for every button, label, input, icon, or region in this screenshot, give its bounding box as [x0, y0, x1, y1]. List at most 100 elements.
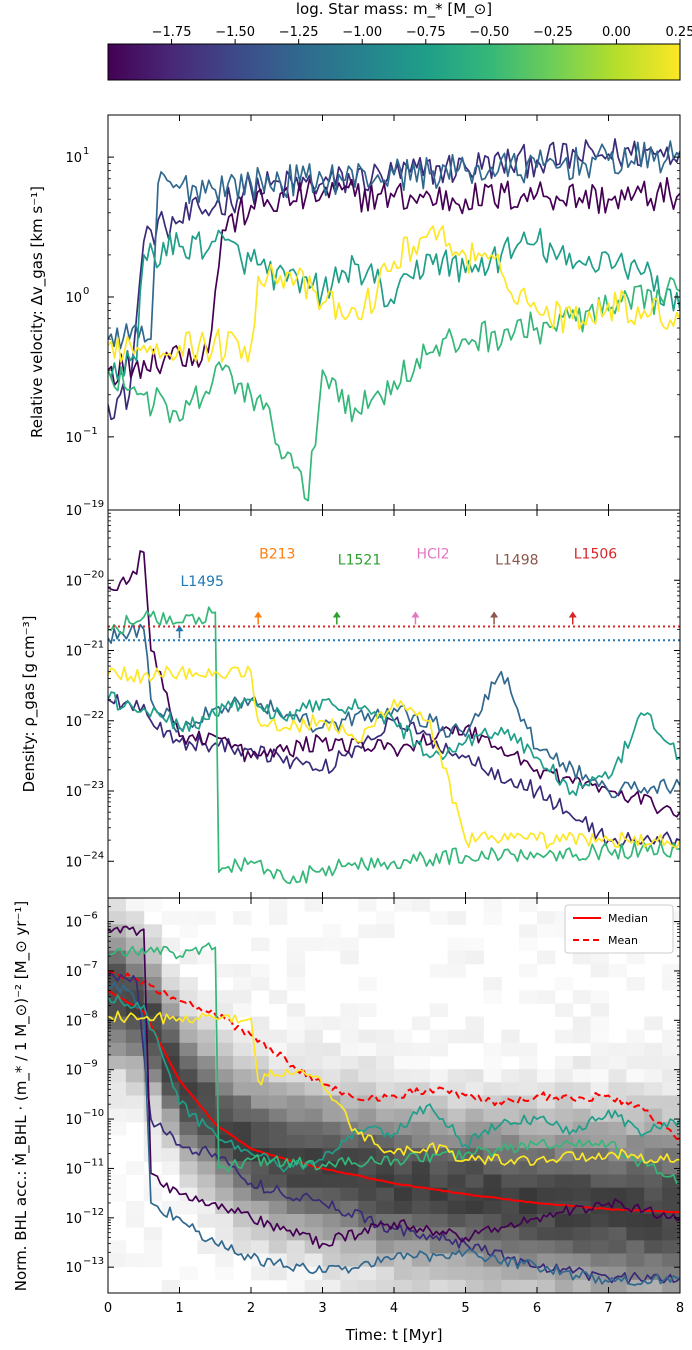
- heatmap-cell: [233, 977, 252, 991]
- heatmap-cell: [286, 1042, 306, 1057]
- heatmap-cell: [644, 1253, 663, 1268]
- y-tick-mantissa: 10: [65, 916, 82, 931]
- y-tick-label: 10: [65, 1212, 82, 1227]
- heatmap-cell: [376, 1253, 395, 1268]
- heatmap-cell: [537, 1240, 556, 1254]
- heatmap-cell: [376, 1042, 395, 1057]
- heatmap-cell: [626, 1095, 645, 1110]
- heatmap-cell: [340, 1069, 359, 1083]
- heatmap-cell: [519, 1082, 538, 1096]
- heatmap-cell: [286, 1227, 306, 1241]
- cloud-arrow-head: [332, 611, 341, 618]
- heatmap-cell: [483, 1279, 502, 1293]
- heatmap-cell: [215, 1174, 234, 1189]
- y-tick-exponent: −11: [83, 1157, 104, 1168]
- heatmap-cell: [429, 1042, 449, 1057]
- heatmap-cell: [358, 1082, 377, 1096]
- heatmap-cell: [537, 911, 556, 925]
- heatmap-cell: [233, 1108, 252, 1123]
- heatmap-cell: [108, 1069, 127, 1083]
- heatmap-cell: [268, 1135, 288, 1149]
- heatmap-cell: [233, 1200, 252, 1215]
- y-tick-exponent: −20: [83, 569, 104, 580]
- heatmap-cell: [108, 1003, 127, 1017]
- heatmap-cell: [108, 1253, 127, 1268]
- heatmap-cell: [537, 1082, 556, 1096]
- heatmap-cell: [411, 1082, 431, 1096]
- heatmap-cell: [411, 1174, 431, 1189]
- heatmap-cell: [465, 1082, 484, 1096]
- heatmap-cell: [161, 1279, 180, 1293]
- heatmap-cell: [590, 1016, 609, 1031]
- y-tick-exponent: −12: [83, 1207, 104, 1218]
- heatmap-cell: [108, 1174, 127, 1189]
- y-tick-mantissa: 10: [65, 645, 82, 660]
- heatmap-cell: [268, 990, 288, 1004]
- heatmap-cell: [411, 1016, 431, 1031]
- heatmap-cell: [572, 1174, 592, 1189]
- heatmap-cell: [572, 1240, 592, 1254]
- heatmap-cell: [215, 1187, 234, 1202]
- heatmap-cell: [447, 1095, 466, 1110]
- heatmap-cell: [376, 1069, 395, 1083]
- heatmap-cell: [125, 1108, 145, 1123]
- heatmap-cell: [143, 963, 163, 978]
- heatmap-cell: [268, 1029, 288, 1044]
- heatmap-cell: [251, 1082, 270, 1096]
- heatmap-cell: [215, 1069, 234, 1083]
- heatmap-cell: [197, 911, 216, 925]
- heatmap-cell: [286, 1056, 306, 1070]
- heatmap-cell: [376, 1121, 395, 1136]
- heatmap-cell: [286, 1003, 306, 1017]
- heatmap-cell: [554, 1161, 574, 1175]
- heatmap-cell: [554, 1003, 574, 1017]
- y-tick-exponent: −23: [83, 780, 104, 791]
- heatmap-cell: [537, 1227, 556, 1241]
- heatmap-cell: [394, 1279, 413, 1293]
- heatmap-cell: [644, 1056, 663, 1070]
- heatmap-cell: [179, 1095, 198, 1110]
- heatmap-cell: [358, 924, 377, 938]
- heatmap-cell: [483, 1069, 502, 1083]
- heatmap-cell: [411, 1056, 431, 1070]
- heatmap-cell: [322, 1135, 341, 1149]
- heatmap-cell: [394, 1187, 413, 1202]
- heatmap-cell: [429, 1161, 449, 1175]
- heatmap-cell: [572, 1082, 592, 1096]
- accretion-panel-frame: [107, 897, 681, 1294]
- heatmap-cell: [197, 1121, 216, 1136]
- y-tick-exponent: −21: [83, 640, 104, 651]
- heatmap-cell: [161, 1161, 180, 1175]
- heatmap-cell: [340, 1214, 359, 1228]
- heatmap-cell: [286, 1174, 306, 1189]
- heatmap-cell: [537, 990, 556, 1004]
- heatmap-cell: [662, 1253, 680, 1268]
- heatmap-cell: [429, 1214, 449, 1228]
- heatmap-cell: [376, 1108, 395, 1123]
- heatmap-cell: [376, 1029, 395, 1044]
- heatmap-cell: [394, 1200, 413, 1215]
- heatmap-cell: [179, 1042, 198, 1057]
- heatmap-cell: [626, 1056, 645, 1070]
- heatmap-cell: [304, 1148, 323, 1162]
- heatmap-cell: [537, 950, 556, 965]
- heatmap-cell: [394, 1108, 413, 1123]
- heatmap-cell: [411, 1135, 431, 1149]
- heatmap-cell: [143, 1135, 163, 1149]
- heatmap-cell: [251, 977, 270, 991]
- heatmap-cell: [465, 1069, 484, 1083]
- heatmap-cell: [394, 1161, 413, 1175]
- heatmap-cell: [251, 1069, 270, 1083]
- heatmap-cell: [322, 1253, 341, 1268]
- heatmap-cell: [501, 1161, 520, 1175]
- heatmap-cell: [394, 898, 413, 912]
- series-star-e: [108, 606, 680, 885]
- heatmap-cell: [322, 1016, 341, 1031]
- heatmap-cell: [322, 1266, 341, 1281]
- heatmap-cell: [304, 1187, 323, 1202]
- heatmap-cell: [304, 1082, 323, 1096]
- heatmap-cell: [197, 1029, 216, 1044]
- heatmap-cell: [376, 1056, 395, 1070]
- heatmap-cell: [483, 911, 502, 925]
- heatmap-cell: [233, 963, 252, 978]
